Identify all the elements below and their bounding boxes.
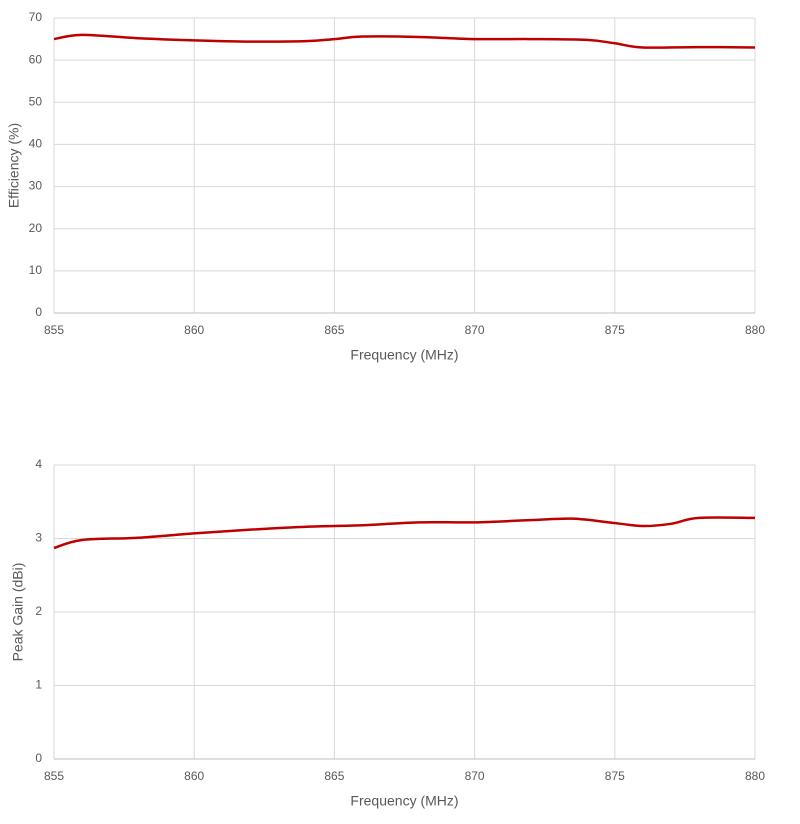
x-tick-label: 855 — [44, 769, 64, 783]
y-tick-label: 0 — [35, 305, 42, 319]
y-tick-label: 60 — [29, 52, 43, 66]
y-tick-label: 40 — [29, 137, 43, 151]
x-tick-label: 870 — [465, 323, 485, 337]
y-axis-title: Peak Gain (dBi) — [10, 563, 26, 662]
y-axis-title: Efficiency (%) — [6, 123, 22, 208]
x-tick-label: 880 — [745, 323, 765, 337]
x-tick-label: 875 — [605, 769, 625, 783]
y-tick-label: 20 — [29, 221, 43, 235]
y-tick-label: 3 — [35, 531, 42, 545]
x-tick-label: 870 — [465, 769, 485, 783]
x-axis-title: Frequency (MHz) — [350, 793, 458, 809]
y-tick-label: 70 — [29, 10, 43, 24]
x-tick-label: 865 — [324, 769, 344, 783]
x-tick-label: 855 — [44, 323, 64, 337]
y-tick-label: 1 — [35, 678, 42, 692]
data-line — [53, 516, 756, 550]
x-tick-label: 860 — [184, 769, 204, 783]
y-tick-label: 0 — [35, 751, 42, 765]
y-tick-label: 4 — [35, 457, 42, 471]
x-axis-title: Frequency (MHz) — [350, 347, 458, 363]
y-tick-label: 2 — [35, 604, 42, 618]
y-tick-label: 50 — [29, 94, 43, 108]
x-tick-label: 880 — [745, 769, 765, 783]
x-tick-label: 860 — [184, 323, 204, 337]
y-tick-label: 10 — [29, 263, 43, 277]
data-line — [53, 33, 756, 49]
x-tick-label: 865 — [324, 323, 344, 337]
y-tick-label: 30 — [29, 179, 43, 193]
x-tick-label: 875 — [605, 323, 625, 337]
